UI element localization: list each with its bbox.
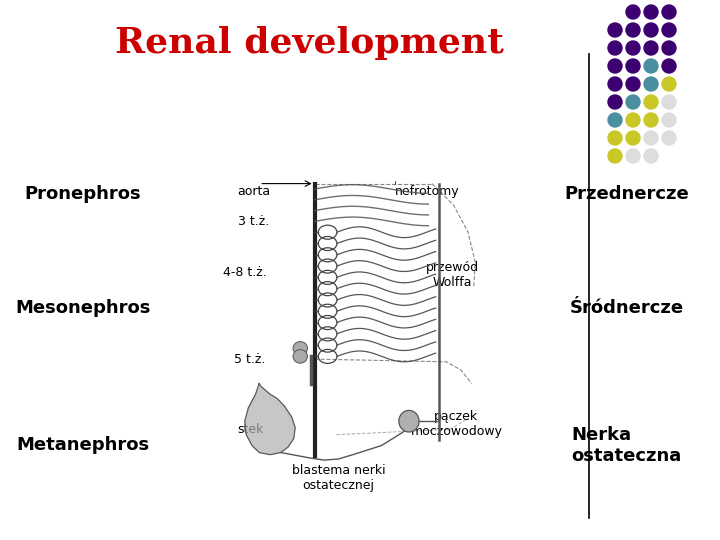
Ellipse shape: [644, 5, 658, 19]
Polygon shape: [245, 383, 295, 455]
Ellipse shape: [662, 131, 676, 145]
Ellipse shape: [662, 113, 676, 127]
Text: Nerka
ostateczna: Nerka ostateczna: [571, 426, 682, 465]
Ellipse shape: [644, 131, 658, 145]
Ellipse shape: [644, 77, 658, 91]
Ellipse shape: [608, 23, 622, 37]
Text: 4-8 t.ż.: 4-8 t.ż.: [223, 266, 267, 279]
Ellipse shape: [644, 23, 658, 37]
Ellipse shape: [293, 342, 307, 355]
Ellipse shape: [662, 41, 676, 55]
Text: 3 t.ż.: 3 t.ż.: [238, 215, 269, 228]
Ellipse shape: [662, 77, 676, 91]
Ellipse shape: [644, 59, 658, 73]
Ellipse shape: [626, 23, 640, 37]
Ellipse shape: [662, 59, 676, 73]
Ellipse shape: [626, 149, 640, 163]
Ellipse shape: [626, 41, 640, 55]
Text: 5 t.ż.: 5 t.ż.: [234, 353, 266, 366]
Ellipse shape: [662, 95, 676, 109]
Ellipse shape: [662, 5, 676, 19]
Ellipse shape: [626, 131, 640, 145]
Text: Renal development: Renal development: [115, 26, 504, 60]
Text: Śródnercze: Śródnercze: [570, 299, 683, 317]
Ellipse shape: [608, 59, 622, 73]
Text: Pronephros: Pronephros: [24, 185, 141, 204]
Ellipse shape: [644, 95, 658, 109]
Ellipse shape: [626, 77, 640, 91]
Ellipse shape: [608, 113, 622, 127]
Text: Przednercze: Przednercze: [564, 185, 689, 204]
Ellipse shape: [608, 77, 622, 91]
Text: Mesonephros: Mesonephros: [15, 299, 150, 317]
Ellipse shape: [644, 41, 658, 55]
Ellipse shape: [608, 149, 622, 163]
Ellipse shape: [608, 41, 622, 55]
Ellipse shape: [626, 59, 640, 73]
Text: pączek
moczowodowy: pączek moczowodowy: [410, 410, 503, 438]
Ellipse shape: [626, 95, 640, 109]
Ellipse shape: [399, 410, 419, 432]
Ellipse shape: [662, 23, 676, 37]
Ellipse shape: [293, 350, 307, 363]
Text: Metanephros: Metanephros: [17, 436, 149, 455]
Text: nefrotomy: nefrotomy: [395, 185, 459, 198]
Text: aorta: aorta: [238, 185, 271, 198]
Text: przewód
Wolffa: przewód Wolffa: [426, 261, 480, 289]
Ellipse shape: [626, 113, 640, 127]
Ellipse shape: [608, 131, 622, 145]
Text: stek: stek: [238, 423, 264, 436]
Ellipse shape: [644, 113, 658, 127]
Ellipse shape: [608, 95, 622, 109]
Ellipse shape: [644, 149, 658, 163]
Text: blastema nerki
ostatecznej: blastema nerki ostatecznej: [292, 464, 385, 492]
Ellipse shape: [626, 5, 640, 19]
